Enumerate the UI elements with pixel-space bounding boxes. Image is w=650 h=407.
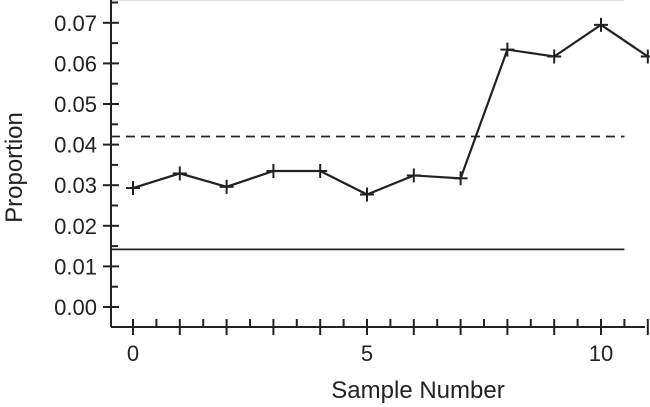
data-point-marker xyxy=(126,181,140,196)
data-point-marker xyxy=(219,179,234,194)
y-tick-label: 0.01 xyxy=(54,254,97,279)
data-point-marker xyxy=(500,42,515,57)
data-point-marker xyxy=(172,166,187,181)
data-series xyxy=(126,17,650,202)
x-axis-ticks: 0 5 10 xyxy=(127,319,649,366)
data-point-marker xyxy=(640,49,650,64)
x-tick-label: 10 xyxy=(589,341,613,366)
x-tick-label: 5 xyxy=(361,341,373,366)
data-point-marker xyxy=(594,17,608,32)
y-tick-label: 0.07 xyxy=(54,11,97,36)
x-axis-label: Sample Number xyxy=(331,377,504,404)
axes xyxy=(110,0,645,328)
data-point-marker xyxy=(266,163,281,178)
data-point-marker xyxy=(453,171,468,186)
y-tick-label: 0.02 xyxy=(54,214,97,239)
x-tick-label: 0 xyxy=(127,341,139,366)
data-point-marker xyxy=(547,49,562,64)
y-tick-label: 0.06 xyxy=(54,51,97,76)
series-line xyxy=(132,23,649,196)
y-tick-label: 0.03 xyxy=(54,173,97,198)
y-tick-label: 0.04 xyxy=(54,133,97,158)
reference-lines xyxy=(111,0,625,251)
y-axis-label: Proportion xyxy=(1,112,28,223)
data-point-marker xyxy=(406,168,421,183)
y-tick-label: 0.00 xyxy=(54,295,97,320)
y-axis-ticks: 0.00 0.01 0.02 0.03 0.04 0.05 0.06 0.07 xyxy=(54,1,119,320)
data-point-marker xyxy=(360,187,374,202)
data-point-marker xyxy=(313,163,328,178)
y-tick-label: 0.05 xyxy=(54,92,97,117)
